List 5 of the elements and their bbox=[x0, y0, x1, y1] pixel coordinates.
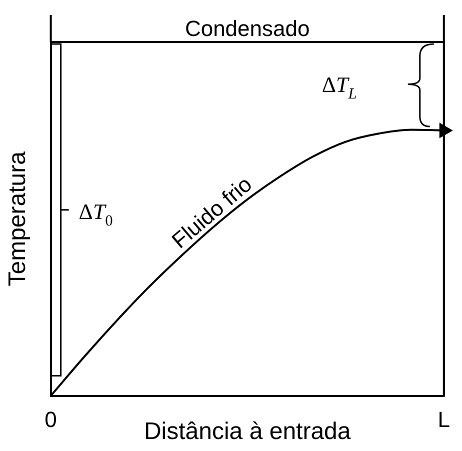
x-tick-label: L bbox=[438, 407, 450, 432]
x-axis-title: Distância à entrada bbox=[144, 418, 352, 446]
series-label: Condensado bbox=[184, 16, 310, 41]
y-axis-title: Temperatura bbox=[4, 150, 32, 286]
x-tick-label: 0 bbox=[44, 407, 57, 432]
